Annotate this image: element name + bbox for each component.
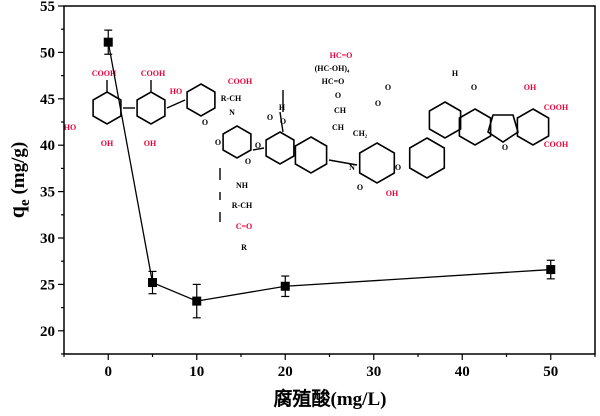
- ring: [265, 131, 295, 165]
- structure-label: COOH: [228, 77, 253, 86]
- structure-label: COOH: [141, 69, 166, 78]
- y-axis-label: qe (mg/g): [4, 142, 33, 218]
- data-point: [148, 270, 157, 295]
- structure-label: C=O: [236, 222, 253, 231]
- ring: [428, 101, 462, 139]
- furan-ring: [487, 114, 519, 143]
- x-tick-label: 20: [278, 364, 293, 380]
- square-marker: [546, 265, 556, 275]
- x-axis: 0 10 20 30 40 50: [63, 354, 596, 380]
- x-tick-label: 40: [455, 364, 470, 380]
- bond: [166, 99, 186, 109]
- structure-label: NH: [236, 181, 249, 190]
- structure-label: O: [395, 163, 401, 172]
- structure-label: R: [241, 243, 247, 252]
- structure-label: HO: [64, 123, 76, 132]
- structure-label: OH: [144, 139, 157, 148]
- structure-label: O: [280, 117, 286, 126]
- structure-label: O: [267, 113, 273, 122]
- ring: [222, 125, 252, 159]
- square-marker: [103, 37, 113, 47]
- structure-label: O: [245, 157, 251, 166]
- structure-label: COOH: [544, 140, 569, 149]
- data-point: [546, 259, 556, 280]
- structure-label: (HC-OH)₄: [315, 64, 350, 73]
- structure-label: O: [357, 183, 363, 192]
- y-tick-label: 40: [40, 138, 55, 154]
- ring: [294, 136, 328, 174]
- ring: [458, 108, 492, 146]
- y-tick-label: 55: [40, 0, 55, 15]
- y-tick-label: 35: [40, 185, 55, 201]
- ring: [136, 91, 166, 125]
- y-tick-label: 20: [40, 324, 55, 340]
- ring: [516, 108, 550, 146]
- structure-label: R-CH: [232, 201, 253, 210]
- bond: [252, 147, 265, 151]
- x-tick-label: 30: [366, 364, 381, 380]
- structure-label: HC=O: [330, 51, 353, 60]
- square-marker: [192, 296, 202, 306]
- bond: [328, 159, 358, 166]
- data-point: [192, 283, 202, 319]
- structure-label: CH: [332, 123, 345, 132]
- bond: [279, 111, 284, 133]
- ring: [92, 91, 122, 125]
- ring: [358, 142, 396, 184]
- structure-label: O: [255, 141, 261, 150]
- ring: [186, 83, 216, 117]
- structure-label: COOH: [92, 69, 117, 78]
- structure-label: HO: [170, 87, 182, 96]
- structure-label: N: [229, 108, 235, 117]
- structure-label: OH: [386, 189, 399, 198]
- structure-label: N: [349, 163, 355, 172]
- structure-label: COOH: [544, 103, 569, 112]
- structure-label: H: [279, 103, 286, 112]
- y-tick-label: 50: [40, 45, 55, 61]
- structure-label: H: [452, 69, 459, 78]
- structure-label: OH: [101, 139, 114, 148]
- square-marker: [280, 281, 290, 291]
- structure-label: O: [215, 138, 221, 147]
- x-tick-label: 50: [543, 364, 558, 380]
- structure-label: O: [471, 83, 477, 92]
- x-tick-label: 10: [189, 364, 204, 380]
- y-axis: 20 25 30 35 40 45 50 55: [40, 0, 64, 355]
- ring: [408, 137, 446, 179]
- y-tick-label: 25: [40, 277, 55, 293]
- structure-label: O: [385, 83, 391, 92]
- structure-label: O: [335, 91, 341, 100]
- square-marker: [148, 278, 157, 288]
- y-tick-label: 30: [40, 231, 55, 247]
- data-point: [103, 29, 113, 55]
- structure-label: CH₂: [353, 129, 368, 138]
- structure-label: O: [202, 118, 208, 127]
- y-tick-label: 45: [40, 92, 55, 108]
- structure-label: CH: [334, 106, 347, 115]
- x-axis-label: 腐殖酸(mg/L): [274, 387, 387, 410]
- data-point: [280, 275, 290, 298]
- structure-label: O: [375, 99, 381, 108]
- structure-label: O: [502, 143, 508, 152]
- structure-label: HC=O: [322, 77, 345, 86]
- x-tick-label: 0: [105, 364, 113, 380]
- structure-label: OH: [524, 83, 537, 92]
- structure-label: R-CH: [221, 94, 242, 103]
- series-qe: [103, 29, 556, 319]
